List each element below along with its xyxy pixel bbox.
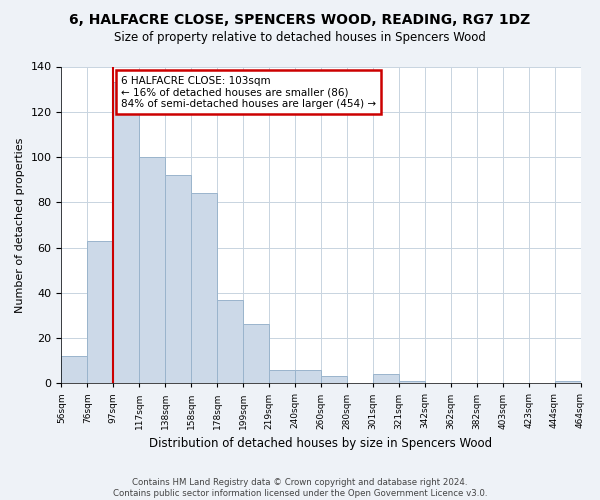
Text: Contains HM Land Registry data © Crown copyright and database right 2024.
Contai: Contains HM Land Registry data © Crown c…: [113, 478, 487, 498]
Y-axis label: Number of detached properties: Number of detached properties: [15, 137, 25, 312]
Bar: [295, 370, 321, 384]
Text: 6, HALFACRE CLOSE, SPENCERS WOOD, READING, RG7 1DZ: 6, HALFACRE CLOSE, SPENCERS WOOD, READIN…: [70, 12, 530, 26]
Bar: [139, 157, 165, 384]
Text: Size of property relative to detached houses in Spencers Wood: Size of property relative to detached ho…: [114, 31, 486, 44]
Bar: [191, 193, 217, 384]
Text: 6 HALFACRE CLOSE: 103sqm
← 16% of detached houses are smaller (86)
84% of semi-d: 6 HALFACRE CLOSE: 103sqm ← 16% of detach…: [121, 76, 376, 109]
Bar: [321, 376, 347, 384]
X-axis label: Distribution of detached houses by size in Spencers Wood: Distribution of detached houses by size …: [149, 437, 493, 450]
Bar: [269, 370, 295, 384]
Bar: [61, 356, 88, 384]
Bar: [399, 381, 425, 384]
Bar: [373, 374, 399, 384]
Bar: [88, 240, 113, 384]
Bar: [554, 381, 581, 384]
Bar: [165, 175, 191, 384]
Bar: [113, 82, 139, 384]
Bar: [217, 300, 243, 384]
Bar: [243, 324, 269, 384]
